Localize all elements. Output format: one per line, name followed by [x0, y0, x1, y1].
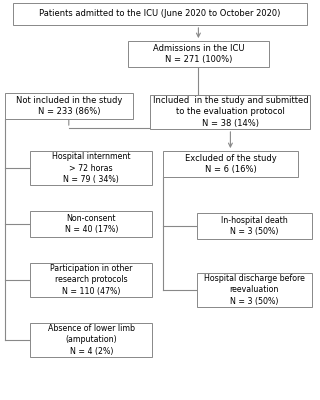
Text: Patients admitted to the ICU (June 2020 to October 2020): Patients admitted to the ICU (June 2020 …: [39, 10, 281, 18]
FancyBboxPatch shape: [163, 151, 298, 177]
FancyBboxPatch shape: [13, 3, 307, 25]
Text: Hospital internment
> 72 horas
N = 79 ( 34%): Hospital internment > 72 horas N = 79 ( …: [52, 152, 131, 184]
Text: In-hospital death
N = 3 (50%): In-hospital death N = 3 (50%): [221, 216, 288, 236]
FancyBboxPatch shape: [197, 273, 312, 307]
FancyBboxPatch shape: [30, 263, 152, 297]
FancyBboxPatch shape: [197, 213, 312, 239]
FancyBboxPatch shape: [5, 93, 133, 119]
Text: Admissions in the ICU
N = 271 (100%): Admissions in the ICU N = 271 (100%): [153, 44, 244, 64]
FancyBboxPatch shape: [150, 95, 310, 129]
Text: Excluded of the study
N = 6 (16%): Excluded of the study N = 6 (16%): [185, 154, 276, 174]
FancyBboxPatch shape: [30, 211, 152, 237]
Text: Not included in the study
N = 233 (86%): Not included in the study N = 233 (86%): [16, 96, 122, 116]
Text: Hospital discharge before
reevaluation
N = 3 (50%): Hospital discharge before reevaluation N…: [204, 274, 305, 306]
Text: Absence of lower limb
(amputation)
N = 4 (2%): Absence of lower limb (amputation) N = 4…: [48, 324, 135, 356]
FancyBboxPatch shape: [30, 323, 152, 357]
FancyBboxPatch shape: [128, 41, 269, 67]
Text: Non-consent
N = 40 (17%): Non-consent N = 40 (17%): [65, 214, 118, 234]
FancyBboxPatch shape: [30, 151, 152, 185]
Text: Participation in other
research protocols
N = 110 (47%): Participation in other research protocol…: [50, 264, 132, 296]
Text: Included  in the study and submitted
to the evaluation protocol
N = 38 (14%): Included in the study and submitted to t…: [153, 96, 308, 128]
